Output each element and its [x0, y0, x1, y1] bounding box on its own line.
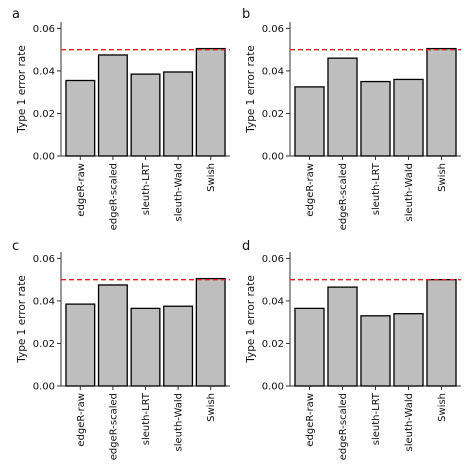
bar-Swish — [426, 47, 457, 157]
x-tick-label: Swish — [437, 393, 448, 422]
y-tick-label: 0.02 — [33, 109, 55, 120]
y-tick-label: 0.00 — [262, 382, 284, 393]
y-tick-label: 0.06 — [33, 254, 55, 265]
bar-Swish — [426, 279, 457, 387]
x-tick-label: edgeR-raw — [305, 393, 316, 447]
y-tick-label: 0.04 — [33, 66, 55, 77]
bar-sleuth-Wald — [393, 78, 424, 157]
x-tick-label: edgeR-raw — [305, 163, 316, 217]
bar-edgeR-scaled — [97, 284, 128, 387]
panel-a: a 0.00 0.02 0.04 0.06 Type 1 error rate edgeR-… — [12, 7, 230, 230]
x-tick-label: edgeR-raw — [76, 163, 87, 217]
y-tick-label: 0.06 — [33, 24, 55, 35]
bar-sleuth-LRT — [130, 73, 161, 157]
bar-sleuth-LRT — [130, 307, 161, 387]
y-axis-title: Type 1 error rate — [16, 45, 28, 134]
bar-sleuth-LRT — [360, 315, 391, 387]
x-tick-label: sleuth-LRT — [371, 392, 382, 445]
x-tick-label: edgeR-scaled — [338, 393, 349, 460]
y-tick-label: 0.04 — [33, 296, 55, 307]
bar-sleuth-Wald — [163, 71, 194, 157]
x-tick-label: sleuth-Wald — [404, 163, 415, 221]
x-tick-label: edgeR-scaled — [108, 393, 119, 460]
x-tick-label: edgeR-scaled — [338, 163, 349, 230]
y-tick-label: 0.04 — [262, 66, 284, 77]
y-tick-label: 0.00 — [262, 152, 284, 163]
panel-letter: a — [12, 7, 20, 22]
panel-d: d 0.00 0.02 0.04 0.06 Type 1 error rate edgeR-… — [242, 239, 461, 460]
panel-letter: b — [242, 7, 250, 22]
panel-letter: d — [242, 239, 250, 254]
bar-edgeR-scaled — [327, 57, 358, 157]
y-tick-label: 0.02 — [33, 339, 55, 350]
x-tick-label: edgeR-raw — [76, 393, 87, 447]
y-tick-label: 0.02 — [262, 109, 284, 120]
x-tick-label: sleuth-Wald — [174, 393, 185, 451]
y-tick-label: 0.00 — [33, 382, 55, 393]
x-tick-label: edgeR-scaled — [108, 163, 119, 230]
y-axis-title: Type 1 error rate — [16, 275, 28, 364]
y-tick-label: 0.06 — [262, 254, 284, 265]
bar-Swish — [195, 47, 226, 157]
panel-c: c 0.00 0.02 0.04 0.06 Type 1 error rate edgeR-… — [12, 239, 230, 460]
x-tick-label: Swish — [437, 163, 448, 192]
bar-edgeR-raw — [294, 86, 325, 157]
y-axis-title: Type 1 error rate — [245, 275, 257, 364]
x-tick-label: sleuth-Wald — [404, 393, 415, 451]
y-axis-title: Type 1 error rate — [245, 45, 257, 134]
x-tick-label: Swish — [206, 163, 217, 192]
bar-edgeR-raw — [65, 303, 96, 387]
x-tick-label: sleuth-Wald — [174, 163, 185, 221]
bar-edgeR-raw — [65, 79, 96, 157]
bar-edgeR-scaled — [97, 54, 128, 157]
bar-sleuth-Wald — [393, 313, 424, 387]
y-tick-label: 0.02 — [262, 339, 284, 350]
y-tick-label: 0.06 — [262, 24, 284, 35]
panel-b: b 0.00 0.02 0.04 0.06 Type 1 error rate edgeR-… — [242, 7, 461, 230]
bar-edgeR-scaled — [327, 286, 358, 387]
y-tick-label: 0.00 — [33, 152, 55, 163]
bar-sleuth-LRT — [360, 80, 391, 157]
x-tick-label: Swish — [206, 393, 217, 422]
x-tick-label: sleuth-LRT — [141, 392, 152, 445]
bar-sleuth-Wald — [163, 305, 194, 387]
y-tick-label: 0.04 — [262, 296, 284, 307]
x-tick-label: sleuth-LRT — [371, 162, 382, 215]
panel-letter: c — [12, 239, 19, 254]
bar-Swish — [195, 277, 226, 387]
x-tick-label: sleuth-LRT — [141, 162, 152, 215]
bar-edgeR-raw — [294, 307, 325, 387]
